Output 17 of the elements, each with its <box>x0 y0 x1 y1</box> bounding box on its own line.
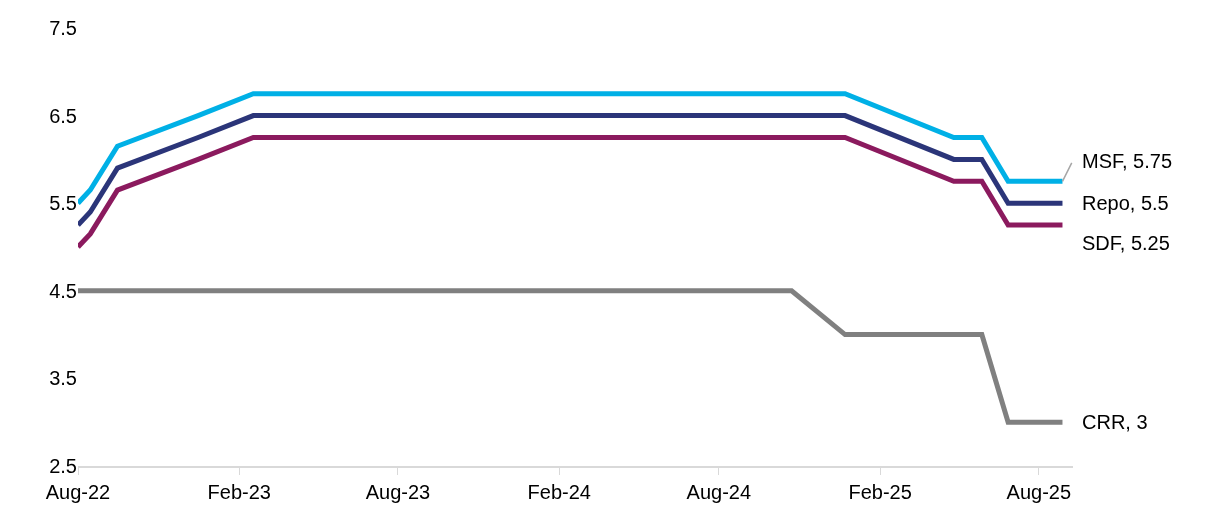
x-tick-label: Aug-23 <box>365 480 431 503</box>
x-tick-label: Feb-24 <box>527 480 591 503</box>
annotation: Repo, 5.5 <box>1082 192 1169 214</box>
y-tick-label: 2.5 <box>49 455 77 477</box>
x-tick-label: Feb-23 <box>207 480 271 503</box>
y-tick-label: 7.5 <box>49 17 77 39</box>
x-tick-label: Aug-24 <box>686 480 752 503</box>
y-tick-label: 6.5 <box>49 104 77 127</box>
annotation: CRR, 3 <box>1082 411 1148 433</box>
x-tick-label: Aug-25 <box>1006 480 1072 503</box>
annotation: SDF, 5.25 <box>1082 232 1170 254</box>
annotation: MSF, 5.75 <box>1082 150 1173 172</box>
y-tick-label: 3.5 <box>49 367 77 390</box>
x-tick-label: Feb-25 <box>848 480 912 503</box>
y-tick-label: 5.5 <box>49 192 77 215</box>
x-tick-label: Aug-22 <box>45 480 111 503</box>
y-tick-label: 4.5 <box>49 279 77 302</box>
